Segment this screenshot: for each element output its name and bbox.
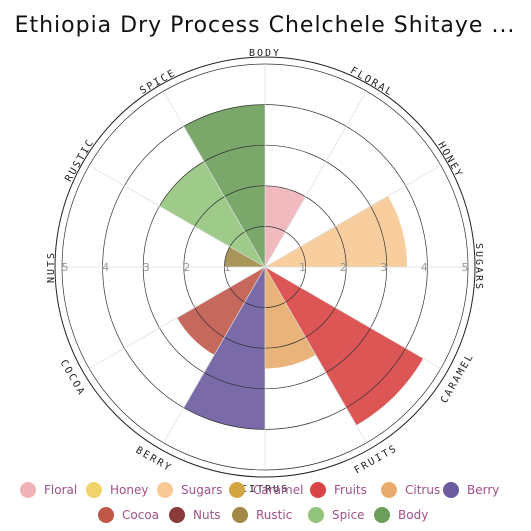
- category-label: Sugars: [473, 243, 484, 291]
- spoke: [264, 266, 441, 369]
- sector: [159, 161, 265, 267]
- legend-swatch: [169, 507, 185, 523]
- category-label: Fruits: [353, 443, 400, 477]
- tick-label: 4: [421, 261, 428, 274]
- tick-label: 1: [224, 261, 231, 274]
- legend-swatch: [157, 482, 173, 498]
- sector: [265, 267, 424, 426]
- category-label: Nuts: [46, 251, 57, 283]
- legend-swatch: [381, 482, 397, 498]
- sector: [177, 267, 265, 355]
- sector: [224, 246, 265, 267]
- tick-label: 5: [62, 261, 69, 274]
- legend-swatch: [98, 507, 114, 523]
- tick-label: 5: [462, 261, 469, 274]
- spoke: [264, 165, 441, 268]
- category-label: Citrus: [241, 484, 289, 495]
- outer-ring: [54, 56, 476, 478]
- spoke: [264, 91, 367, 268]
- legend-label: Nuts: [193, 508, 221, 522]
- tick-label: 2: [183, 261, 190, 274]
- category-label: Rustic: [63, 137, 97, 184]
- legend-label: Berry: [467, 483, 499, 497]
- legend-label: Floral: [44, 483, 77, 497]
- legend-swatch: [232, 507, 248, 523]
- legend-label: Spice: [332, 508, 365, 522]
- sector: [265, 185, 306, 267]
- category-label: Cocoa: [58, 358, 88, 398]
- category-label: Floral: [348, 65, 395, 99]
- tick-label: 3: [143, 261, 150, 274]
- legend-label: Honey: [110, 483, 148, 497]
- category-label: Honey: [435, 140, 465, 180]
- sector: [265, 195, 408, 267]
- legend-swatch: [443, 482, 459, 498]
- category-label: Spice: [138, 67, 178, 97]
- chart-title: Ethiopia Dry Process Chelchele Shitaye .…: [15, 13, 516, 38]
- sector: [183, 267, 265, 430]
- category-label: Caramel: [439, 351, 477, 405]
- spoke: [89, 165, 266, 268]
- legend-label: Body: [398, 508, 428, 522]
- legend-swatch: [310, 482, 326, 498]
- legend-swatch: [308, 507, 324, 523]
- plot: [61, 63, 469, 471]
- spoke: [264, 266, 367, 443]
- legend-swatch: [20, 482, 36, 498]
- legend-label: Caramel: [253, 483, 303, 497]
- sector: [183, 104, 265, 267]
- category-label: Berry: [134, 445, 174, 475]
- legend-label: Rustic: [256, 508, 292, 522]
- legend-label: Cocoa: [122, 508, 159, 522]
- sector: [265, 267, 316, 369]
- spoke: [163, 266, 266, 443]
- legend-label: Sugars: [181, 483, 222, 497]
- tick-label: 1: [299, 261, 306, 274]
- legend-swatch: [374, 507, 390, 523]
- legend-swatch: [86, 482, 102, 498]
- legend-label: Citrus: [405, 483, 440, 497]
- spoke: [89, 266, 266, 369]
- legend-label: Fruits: [334, 483, 367, 497]
- category-label: Body: [249, 48, 281, 59]
- tick-label: 4: [102, 261, 109, 274]
- spoke: [163, 91, 266, 268]
- tick-label: 2: [340, 261, 347, 274]
- tick-label: 3: [380, 261, 387, 274]
- legend-swatch: [229, 482, 245, 498]
